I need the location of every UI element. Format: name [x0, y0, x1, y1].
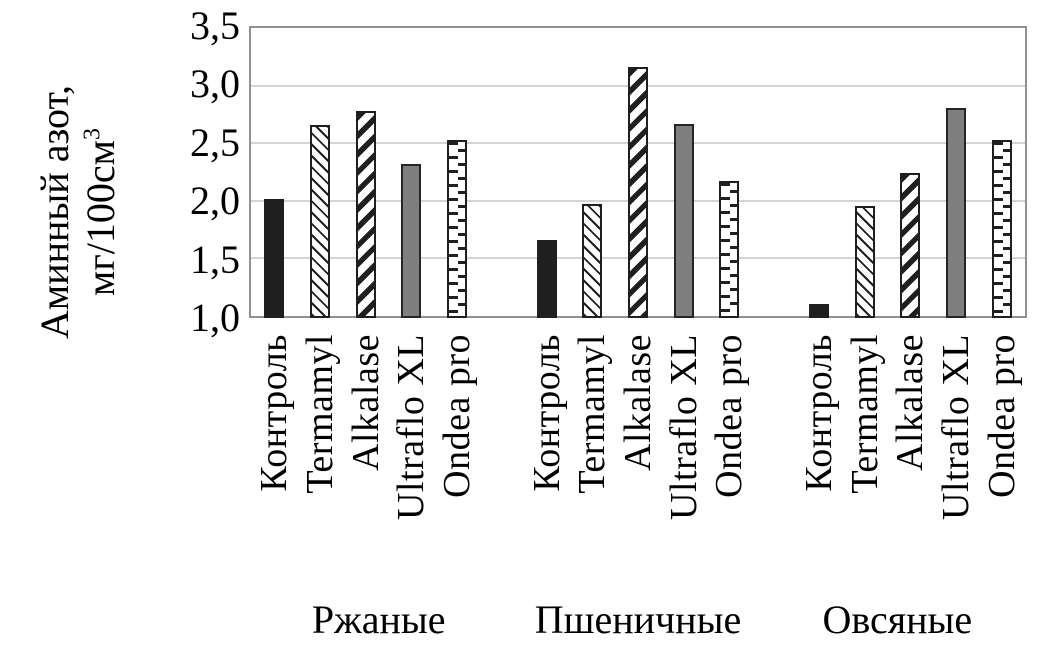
- category-label: Ondea pro: [980, 334, 1023, 498]
- category-label: Alkalase: [344, 334, 387, 471]
- bar-g2-s3: [628, 66, 648, 318]
- category-label: Alkalase: [889, 334, 932, 471]
- category-label: Контроль: [253, 334, 296, 492]
- bar-g1-s4: [401, 163, 422, 318]
- bar-g1-s5: [447, 140, 468, 318]
- category-label: Ondea pro: [708, 334, 751, 498]
- group-label: Ржаные: [311, 597, 446, 642]
- category-label: Контроль: [797, 334, 840, 492]
- group-label: Овсяные: [822, 597, 973, 642]
- y-tick-label: 1,5: [190, 236, 240, 282]
- bar-g3-s1: [808, 303, 829, 318]
- bar-g1-s3: [355, 111, 376, 318]
- y-tick-label: 3,5: [190, 3, 240, 48]
- category-label: Termamyl: [299, 334, 341, 494]
- category-label: Ultraflo XL: [390, 334, 433, 520]
- bar-g3-s5: [991, 140, 1012, 318]
- bar-g3-s3: [900, 173, 921, 318]
- bar-g1-s2: [310, 125, 330, 318]
- y-tick-label: 2,5: [190, 119, 240, 165]
- y-tick-label: 3,0: [190, 61, 240, 107]
- bar-g2-s2: [582, 203, 603, 318]
- category-label: Ultraflo XL: [662, 334, 705, 520]
- bar-g2-s1: [536, 239, 557, 318]
- bar-g2-s5: [719, 181, 740, 318]
- bar-g3-s4: [946, 107, 966, 318]
- category-label: Termamyl: [843, 334, 886, 494]
- category-label: Ondea pro: [436, 334, 479, 498]
- y-tick-label: 1,0: [190, 295, 240, 340]
- category-label: Alkalase: [617, 334, 659, 471]
- group-label: Пшеничные: [534, 597, 742, 642]
- y-axis-title-line1: Аминный азот,: [32, 85, 77, 339]
- category-label: Контроль: [525, 334, 568, 492]
- bar-g2-s4: [673, 124, 694, 318]
- y-tick-label: 2,0: [190, 178, 240, 224]
- category-label: Termamyl: [571, 334, 614, 494]
- category-label: Ultraflo XL: [935, 334, 977, 520]
- bar-g3-s2: [854, 205, 875, 318]
- bar-g1-s1: [264, 198, 285, 318]
